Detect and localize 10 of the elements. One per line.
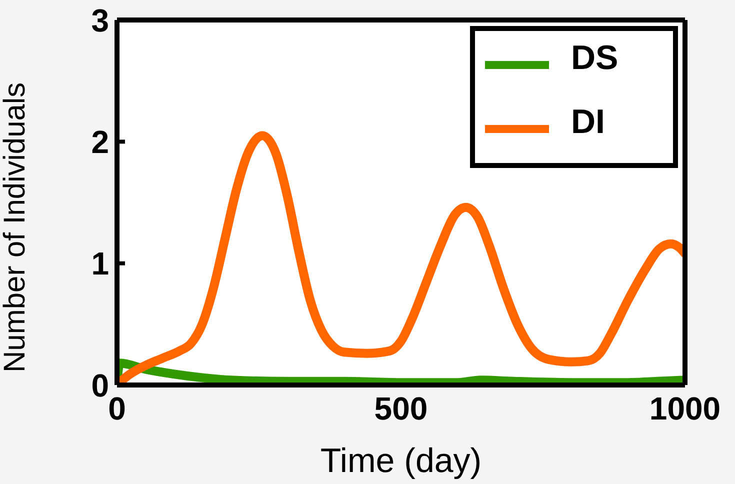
legend-label: DS — [571, 39, 618, 78]
y-axis-title: Number of Individuals — [0, 82, 32, 372]
x-tick-label: 500 — [374, 390, 428, 427]
x-axis-title: Time (day) — [320, 442, 482, 480]
legend-label: DI — [571, 103, 605, 142]
y-tick-label: 1 — [91, 246, 109, 282]
y-tick-label: 3 — [91, 2, 109, 38]
y-tick-label: 0 — [91, 367, 109, 404]
y-tick-label: 2 — [91, 124, 109, 160]
x-tick-label: 1000 — [649, 390, 721, 427]
